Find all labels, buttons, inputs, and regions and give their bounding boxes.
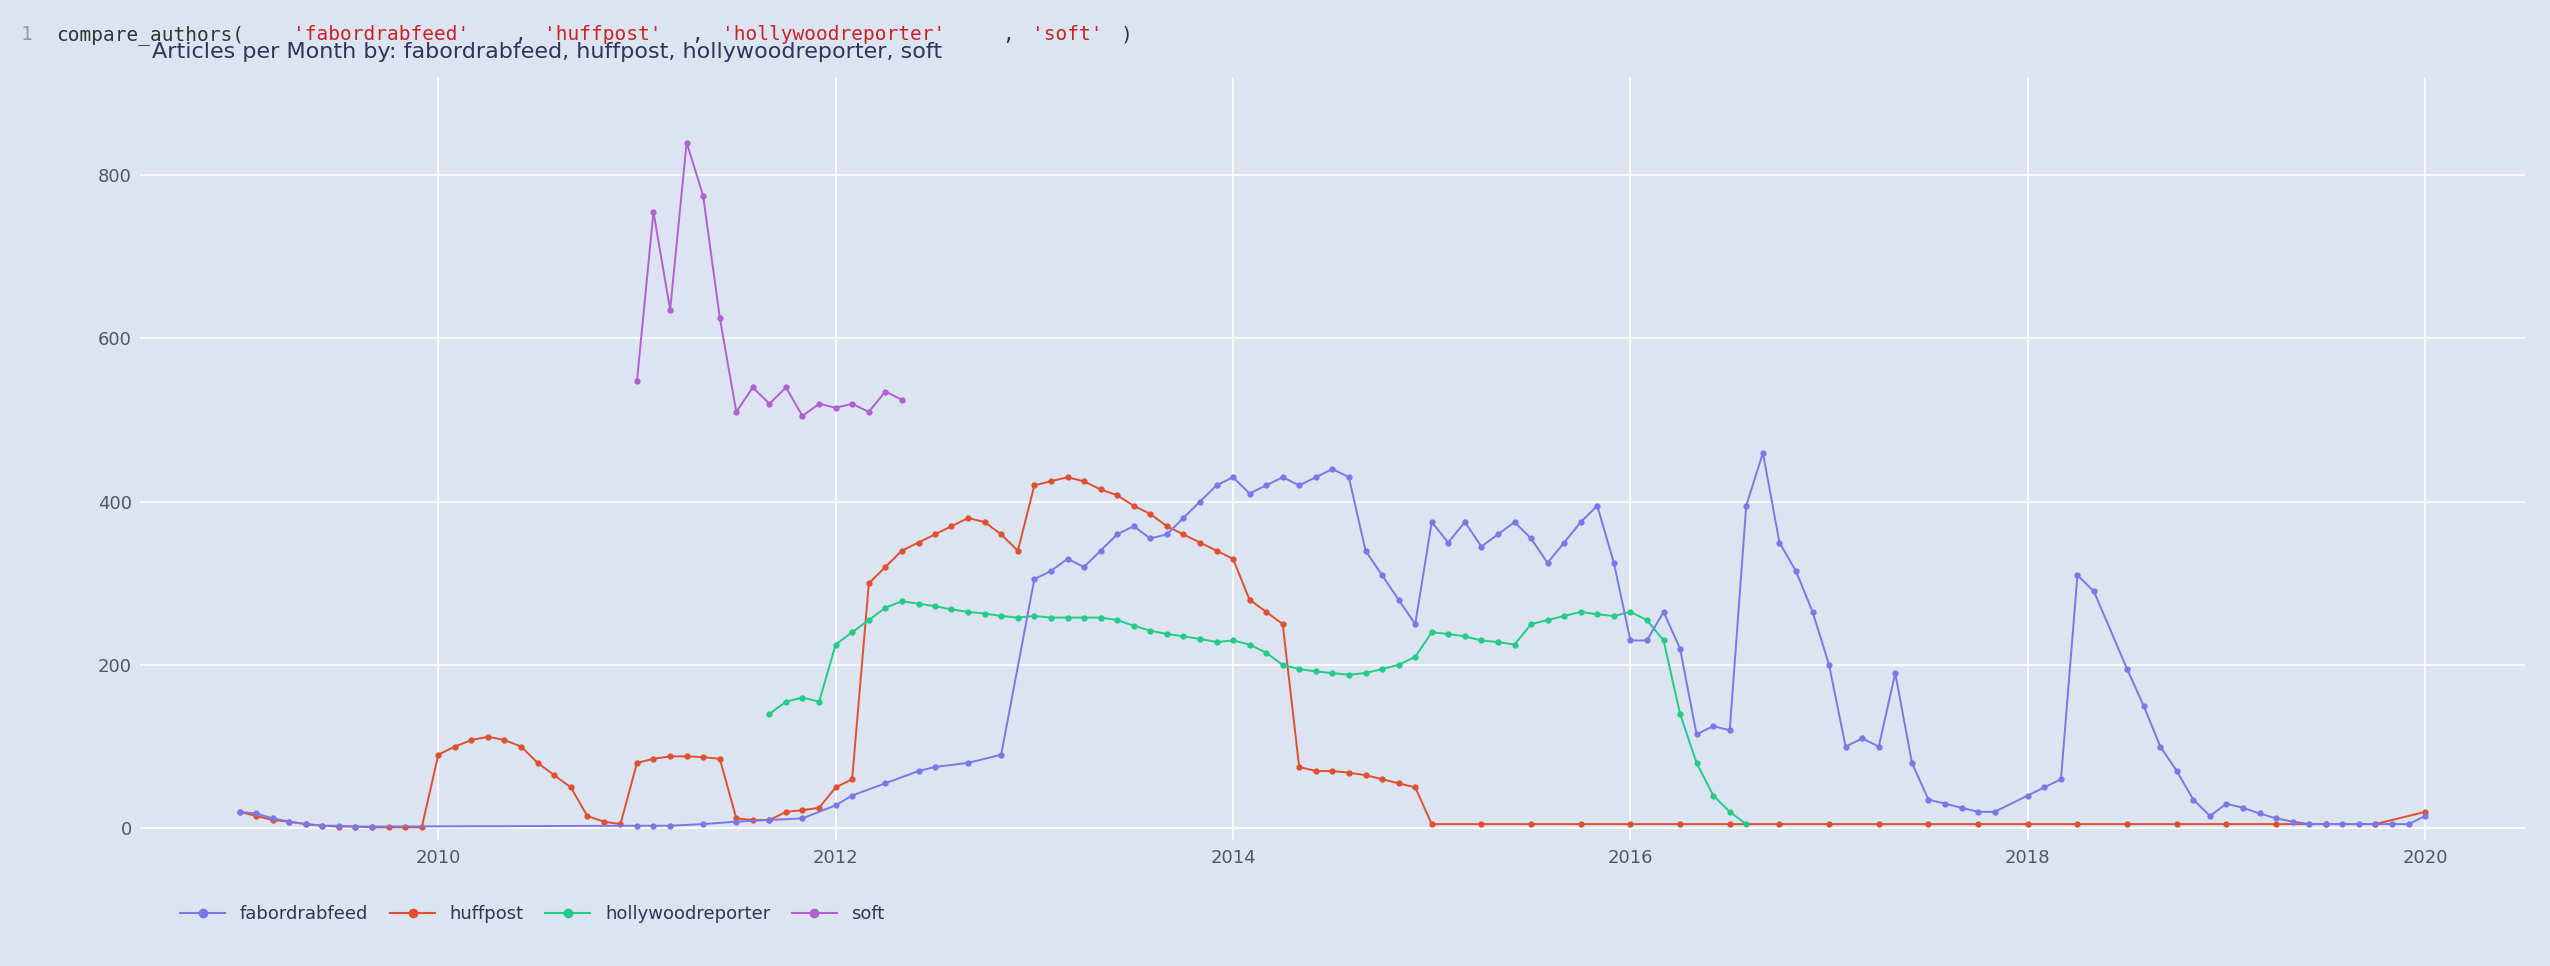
soft (803, 398, 834, 410)
fabordrabfeed (1798, 606, 1828, 617)
fabordrabfeed (2410, 810, 2440, 822)
hollywoodreporter (1102, 614, 1132, 626)
fabordrabfeed (2211, 798, 2241, 810)
Legend: fabordrabfeed, huffpost, hollywoodreporter, soft: fabordrabfeed, huffpost, hollywoodreport… (173, 898, 892, 930)
Text: ,: , (691, 25, 717, 44)
hollywoodreporter (1086, 611, 1117, 623)
Text: Articles per Month by: fabordrabfeed, huffpost, hollywoodreporter, soft: Articles per Month by: fabordrabfeed, hu… (153, 42, 944, 62)
Text: ,: , (1002, 25, 1025, 44)
soft (821, 402, 852, 413)
huffpost (357, 821, 388, 833)
soft (655, 304, 686, 316)
hollywoodreporter (887, 595, 918, 607)
soft (671, 137, 701, 149)
fabordrabfeed (1665, 642, 1696, 654)
Text: 1: 1 (20, 25, 33, 44)
fabordrabfeed (339, 821, 370, 833)
hollywoodreporter (1053, 611, 1084, 623)
soft (737, 382, 768, 393)
fabordrabfeed (1864, 741, 1895, 753)
hollywoodreporter (755, 708, 785, 720)
soft (704, 312, 734, 324)
soft (688, 190, 719, 202)
Text: 'fabordrabfeed': 'fabordrabfeed' (293, 25, 469, 44)
huffpost (1053, 471, 1084, 483)
huffpost (224, 806, 255, 817)
hollywoodreporter (1020, 611, 1051, 622)
soft (638, 206, 668, 217)
Text: compare_authors(: compare_authors( (56, 24, 245, 44)
Text: ): ) (1122, 25, 1132, 44)
huffpost (439, 741, 469, 753)
huffpost (556, 781, 586, 793)
Line: hollywoodreporter: hollywoodreporter (768, 599, 1749, 827)
soft (770, 382, 801, 393)
soft (854, 406, 885, 417)
fabordrabfeed (273, 816, 303, 828)
Text: ,: , (515, 25, 538, 44)
huffpost (490, 734, 520, 746)
fabordrabfeed (224, 806, 255, 817)
fabordrabfeed (1747, 447, 1777, 459)
huffpost (2410, 806, 2440, 817)
fabordrabfeed (1680, 728, 1711, 740)
huffpost (1566, 818, 1596, 830)
Line: soft: soft (635, 140, 905, 418)
hollywoodreporter (936, 604, 966, 615)
Line: fabordrabfeed: fabordrabfeed (237, 450, 2428, 829)
soft (755, 398, 785, 410)
Text: 'soft': 'soft' (1033, 25, 1102, 44)
hollywoodreporter (1382, 659, 1413, 670)
Text: 'hollywoodreporter': 'hollywoodreporter' (722, 25, 946, 44)
hollywoodreporter (1731, 818, 1762, 830)
soft (722, 406, 752, 417)
Text: 'huffpost': 'huffpost' (543, 25, 660, 44)
Line: huffpost: huffpost (237, 474, 2428, 830)
soft (788, 411, 819, 422)
huffpost (1002, 545, 1033, 556)
soft (870, 385, 900, 397)
soft (836, 398, 867, 410)
huffpost (1316, 765, 1346, 777)
soft (887, 394, 918, 406)
soft (622, 375, 653, 386)
